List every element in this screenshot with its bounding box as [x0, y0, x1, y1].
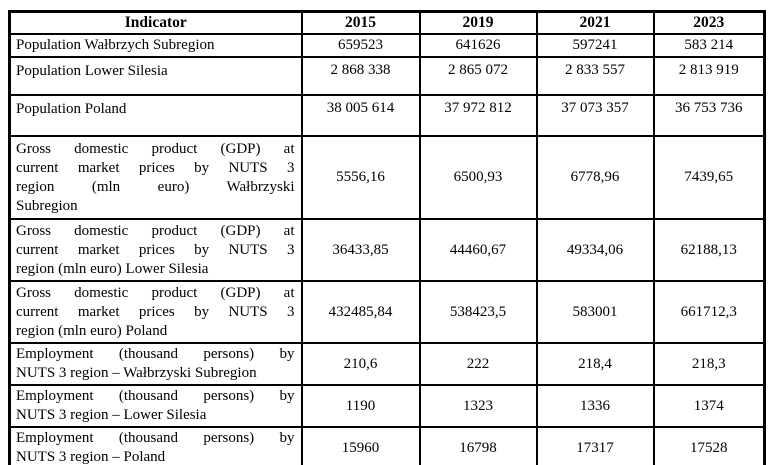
- table-body: Population Wałbrzych Subregion 659523 64…: [8, 33, 766, 465]
- value-cell-2019: 6500,93: [418, 135, 538, 220]
- value-cell-2019: 44460,67: [418, 218, 538, 282]
- value-cell-2019: 222: [418, 342, 538, 386]
- value-cell-2019: 16798: [418, 426, 538, 465]
- column-header-year-2019: 2019: [418, 10, 538, 35]
- table-row: Gross domestic product (GDP) at current m…: [8, 280, 766, 344]
- value-cell-2021: 37 073 357: [535, 94, 655, 137]
- indicator-cell: Population Lower Silesia: [8, 56, 303, 96]
- value-cell-2019: 641626: [418, 33, 538, 58]
- column-header-indicator: Indicator: [8, 10, 303, 35]
- value-cell-2021: 583001: [535, 280, 655, 344]
- value-cell-2019: 538423,5: [418, 280, 538, 344]
- indicator-cell: Employment (thousand persons) by NUTS 3 r…: [8, 384, 303, 428]
- table-row: Employment (thousand persons) by NUTS 3 r…: [8, 384, 766, 428]
- table-row: Population Poland 38 005 614 37 972 812 …: [8, 94, 766, 137]
- value-cell-2023: 1374: [652, 384, 766, 428]
- value-cell-2015: 5556,16: [300, 135, 421, 220]
- indicator-cell: Employment (thousand persons) by NUTS 3 r…: [8, 426, 303, 465]
- indicator-cell: Population Poland: [8, 94, 303, 137]
- indicator-cell: Gross domestic product (GDP) at current m…: [8, 280, 303, 344]
- value-cell-2015: 38 005 614: [300, 94, 421, 137]
- value-cell-2015: 659523: [300, 33, 421, 58]
- value-cell-2015: 210,6: [300, 342, 421, 386]
- value-cell-2019: 37 972 812: [418, 94, 538, 137]
- indicators-table: Indicator 2015 2019 2021 2023 Population…: [8, 10, 766, 465]
- value-cell-2023: 661712,3: [652, 280, 766, 344]
- table-row: Employment (thousand persons) by NUTS 3 r…: [8, 342, 766, 386]
- table-row: Employment (thousand persons) by NUTS 3 r…: [8, 426, 766, 465]
- value-cell-2015: 36433,85: [300, 218, 421, 282]
- value-cell-2023: 218,3: [652, 342, 766, 386]
- value-cell-2021: 597241: [535, 33, 655, 58]
- column-header-year-2021: 2021: [535, 10, 655, 35]
- indicator-cell: Gross domestic product (GDP) at current m…: [8, 218, 303, 282]
- header-row: Indicator 2015 2019 2021 2023: [8, 10, 766, 35]
- value-cell-2019: 2 865 072: [418, 56, 538, 96]
- value-cell-2021: 218,4: [535, 342, 655, 386]
- value-cell-2023: 7439,65: [652, 135, 766, 220]
- column-header-year-2023: 2023: [652, 10, 766, 35]
- indicator-cell: Gross domestic product (GDP) at current m…: [8, 135, 303, 220]
- value-cell-2021: 2 833 557: [535, 56, 655, 96]
- value-cell-2023: 583 214: [652, 33, 766, 58]
- value-cell-2021: 49334,06: [535, 218, 655, 282]
- value-cell-2021: 17317: [535, 426, 655, 465]
- value-cell-2023: 17528: [652, 426, 766, 465]
- value-cell-2023: 36 753 736: [652, 94, 766, 137]
- value-cell-2015: 1190: [300, 384, 421, 428]
- value-cell-2021: 6778,96: [535, 135, 655, 220]
- value-cell-2023: 2 813 919: [652, 56, 766, 96]
- value-cell-2015: 432485,84: [300, 280, 421, 344]
- value-cell-2019: 1323: [418, 384, 538, 428]
- value-cell-2015: 15960: [300, 426, 421, 465]
- table-row: Population Wałbrzych Subregion 659523 64…: [8, 33, 766, 58]
- value-cell-2023: 62188,13: [652, 218, 766, 282]
- indicator-cell: Population Wałbrzych Subregion: [8, 33, 303, 58]
- table-row: Gross domestic product (GDP) at current m…: [8, 218, 766, 282]
- value-cell-2015: 2 868 338: [300, 56, 421, 96]
- column-header-year-2015: 2015: [300, 10, 421, 35]
- table-row: Gross domestic product (GDP) at current m…: [8, 135, 766, 220]
- indicator-cell: Employment (thousand persons) by NUTS 3 r…: [8, 342, 303, 386]
- value-cell-2021: 1336: [535, 384, 655, 428]
- table-row: Population Lower Silesia 2 868 338 2 865…: [8, 56, 766, 96]
